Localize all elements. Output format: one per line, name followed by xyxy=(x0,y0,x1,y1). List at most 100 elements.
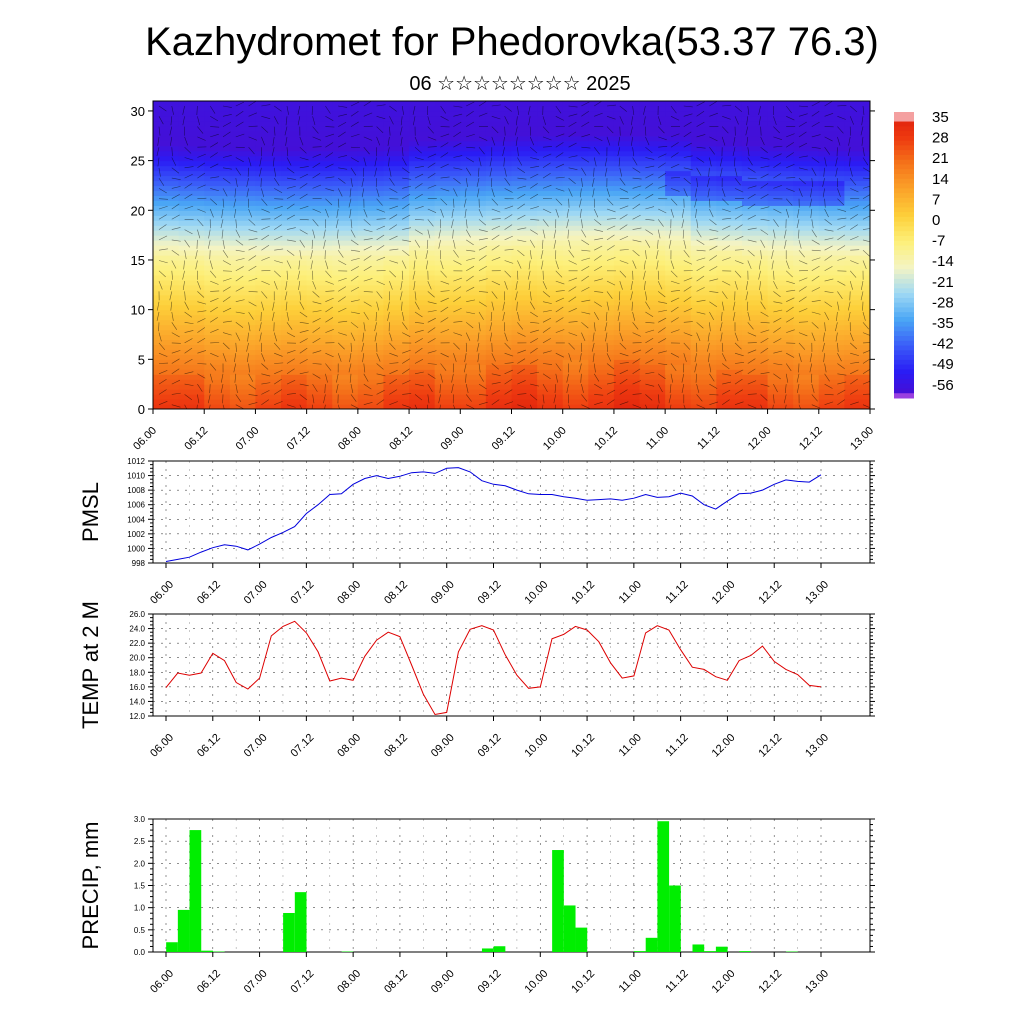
heatmap-cell xyxy=(460,245,487,251)
wind-barb xyxy=(796,373,800,383)
y-tick-label: 20 xyxy=(131,203,145,218)
wind-barb xyxy=(286,260,292,269)
heatmap-cell xyxy=(204,269,231,276)
wind-barb xyxy=(594,401,603,405)
wind-barb xyxy=(338,260,347,265)
wind-barb xyxy=(387,147,390,157)
heatmap-cell xyxy=(639,165,666,172)
heatmap-cell xyxy=(306,329,333,336)
heatmap-cell xyxy=(562,165,589,172)
heatmap-cell xyxy=(153,384,180,390)
wind-barb xyxy=(489,332,493,342)
wind-barb xyxy=(376,256,386,261)
wind-barb xyxy=(658,185,667,189)
wind-barb xyxy=(235,258,245,261)
heatmap-cell xyxy=(844,349,870,355)
wind-barb xyxy=(630,291,633,301)
heatmap-cell xyxy=(485,394,513,400)
heatmap-cell xyxy=(562,259,589,266)
wind-barb xyxy=(760,206,770,210)
heatmap-cell xyxy=(255,155,282,162)
heatmap-cell xyxy=(537,250,564,256)
heatmap-cell xyxy=(639,135,666,142)
wind-barb xyxy=(246,342,249,352)
wind-barb xyxy=(760,311,769,317)
wind-barb xyxy=(658,301,668,304)
heatmap-cell xyxy=(844,225,870,231)
heatmap-cell xyxy=(639,294,666,301)
wind-barb xyxy=(209,404,211,409)
wind-barb xyxy=(466,275,474,282)
heatmap-cell xyxy=(306,105,333,112)
wind-barb xyxy=(363,238,373,241)
wind-barb xyxy=(222,131,231,138)
heatmap-cell xyxy=(357,379,385,385)
heatmap-cell xyxy=(511,334,538,341)
wind-barb xyxy=(248,208,253,218)
heatmap-cell xyxy=(485,200,513,206)
heatmap-cell xyxy=(844,324,870,331)
heatmap-cell xyxy=(665,264,692,271)
heatmap-cell xyxy=(204,135,231,142)
wind-barb xyxy=(798,177,806,185)
heatmap-cell xyxy=(588,374,615,380)
wind-barb xyxy=(324,404,326,409)
heatmap-cell xyxy=(588,364,615,370)
wind-barb xyxy=(197,291,205,298)
heatmap-cell xyxy=(357,384,385,390)
heatmap-cell xyxy=(562,309,589,316)
colorbar-label: -21 xyxy=(932,274,954,291)
heatmap-cell xyxy=(537,284,564,291)
wind-barb xyxy=(837,342,839,352)
heatmap-cell xyxy=(793,230,820,236)
heatmap-cell xyxy=(434,200,461,206)
heatmap-cell xyxy=(204,130,231,137)
heatmap-cell xyxy=(818,170,845,177)
heatmap-cell xyxy=(537,125,564,132)
wind-barb xyxy=(796,219,800,229)
wind-barb xyxy=(542,126,550,134)
heatmap-cell xyxy=(460,135,487,142)
heatmap-cell xyxy=(255,289,282,296)
wind-barb xyxy=(235,286,244,292)
heatmap-cell xyxy=(255,389,282,395)
heatmap-cell xyxy=(204,334,231,341)
heatmap-cell xyxy=(229,135,257,142)
heatmap-cell xyxy=(844,369,870,375)
heatmap-cell xyxy=(357,120,385,127)
wind-barb xyxy=(786,163,795,169)
heatmap-cell xyxy=(690,150,717,157)
colorbar-swatch xyxy=(894,312,914,318)
wind-barb xyxy=(312,219,319,227)
heatmap-cell xyxy=(153,329,180,336)
wind-barb xyxy=(453,321,463,323)
wind-barb xyxy=(427,280,432,290)
wind-barb xyxy=(312,317,321,323)
wind-barb xyxy=(515,116,518,126)
wind-barb xyxy=(517,157,523,166)
wind-barb xyxy=(670,373,674,383)
wind-barb xyxy=(786,133,795,138)
wind-barb xyxy=(426,239,429,249)
heatmap-cell xyxy=(229,115,257,122)
heatmap-cell xyxy=(153,334,180,341)
heatmap-cell xyxy=(204,394,231,400)
wind-barb xyxy=(210,297,219,302)
wind-barb xyxy=(786,317,795,323)
heatmap-cell xyxy=(255,324,282,331)
heatmap-cell xyxy=(434,404,461,409)
heatmap-cell xyxy=(665,155,692,162)
heatmap-cell xyxy=(588,250,615,256)
heatmap-cell xyxy=(793,319,820,326)
chart-subtitle: 06 ☆☆☆☆☆☆☆☆ 2025 xyxy=(409,73,631,95)
heatmap-cell xyxy=(229,105,257,112)
heatmap-cell xyxy=(767,125,794,132)
wind-barb xyxy=(427,172,436,179)
wind-barb xyxy=(286,332,296,338)
wind-barb xyxy=(209,105,216,114)
heatmap-cell xyxy=(306,245,333,251)
wind-barb xyxy=(402,239,412,242)
wind-barb xyxy=(708,353,710,363)
wind-barb xyxy=(722,225,731,230)
wind-barb xyxy=(312,184,322,189)
